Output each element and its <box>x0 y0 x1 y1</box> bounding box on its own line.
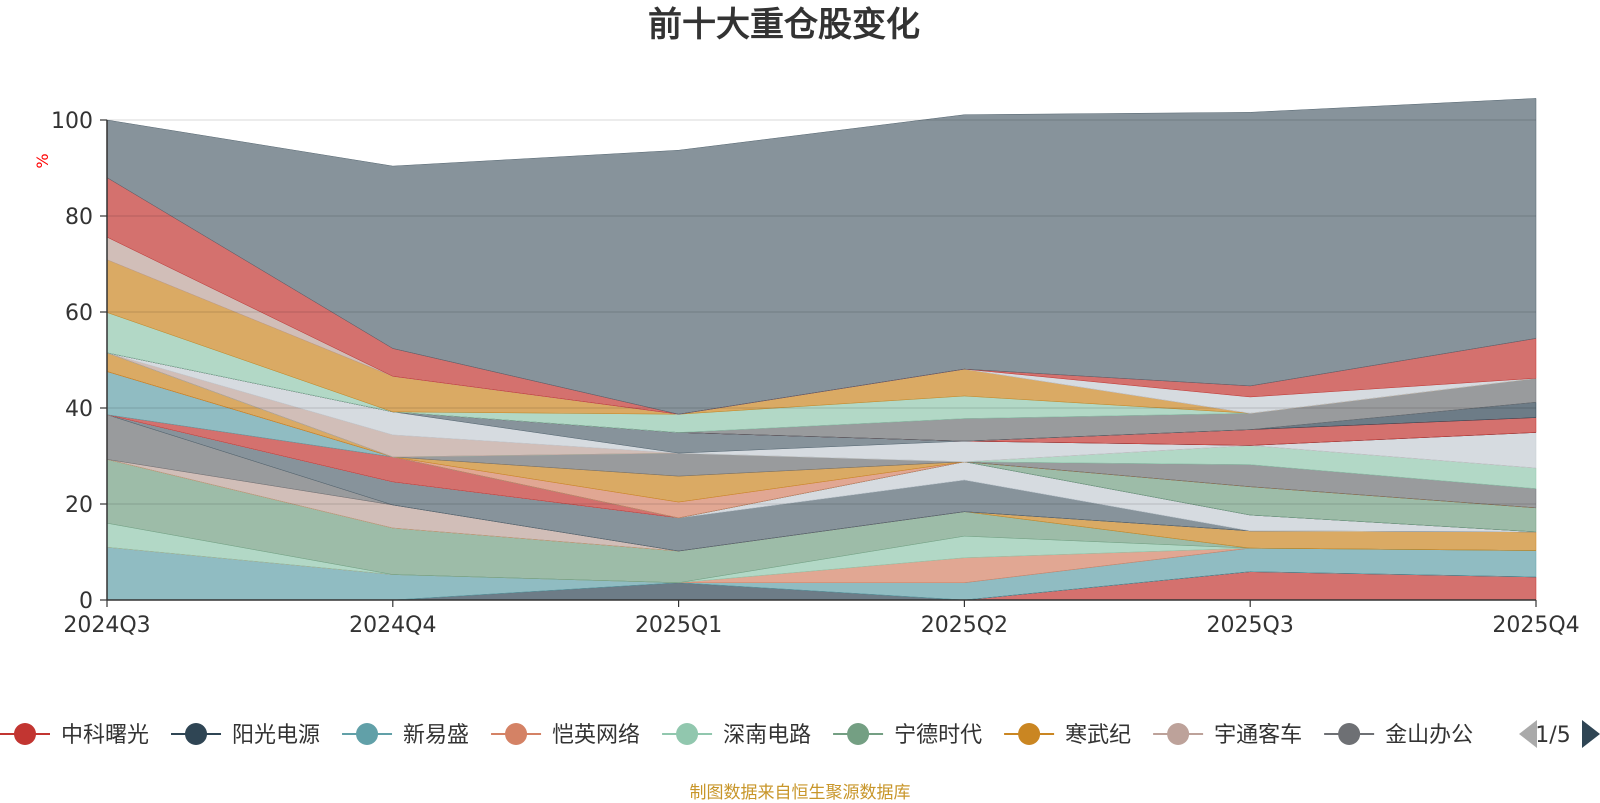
legend-item[interactable]: 寒武纪 <box>1004 723 1131 748</box>
legend-circle-marker <box>1338 723 1361 745</box>
legend-label: 阳光电源 <box>232 723 320 748</box>
legend-items: 中科曙光 阳光电源 新易盛 恺英网络 深南电路 宁德时代 寒武纪 宇通客车 金山办公 <box>0 723 1473 748</box>
legend-circle-marker <box>356 723 379 745</box>
legend-label: 寒武纪 <box>1065 723 1131 748</box>
legend-item[interactable]: 阳光电源 <box>171 723 320 748</box>
legend-circle-marker <box>1018 723 1041 745</box>
area-series-30 <box>106 98 1537 415</box>
grid-lines <box>107 119 1536 505</box>
legend-circle-marker <box>676 723 699 745</box>
legend-item[interactable]: 宇通客车 <box>1153 723 1302 748</box>
x-tick-label: 2025Q4 <box>1492 613 1579 638</box>
legend-label: 宁德时代 <box>894 723 982 748</box>
x-tick-label: 2025Q2 <box>921 613 1008 638</box>
legend-next-arrow-icon[interactable] <box>1582 720 1600 748</box>
legend-page-indicator: 1/5 <box>1535 723 1570 748</box>
axes: 0 20 40 60 80 100 2024Q3 2024Q4 2025Q1 2025Q2 2025… <box>51 109 1580 638</box>
legend-label: 新易盛 <box>403 723 469 748</box>
legend-label: 深南电路 <box>723 723 811 748</box>
y-tick-label: 60 <box>65 301 93 326</box>
y-tick-label: 80 <box>65 205 93 230</box>
legend-label: 中科曙光 <box>61 723 149 748</box>
legend-circle-marker <box>505 723 528 745</box>
legend-item[interactable]: 深南电路 <box>662 723 811 748</box>
x-tick-label: 2025Q3 <box>1207 613 1294 638</box>
legend-label: 金山办公 <box>1385 723 1473 748</box>
y-tick-label: 0 <box>79 589 93 614</box>
legend-circle-marker <box>1167 723 1190 745</box>
legend-item[interactable]: 恺英网络 <box>491 723 640 748</box>
data-source-note: 制图数据来自恒生聚源数据库 <box>689 783 911 803</box>
chart-title: 前十大重仓股变化 <box>648 5 920 45</box>
y-tick-label: 100 <box>51 109 93 134</box>
x-tick-label: 2024Q3 <box>63 613 150 638</box>
legend-item[interactable]: 新易盛 <box>342 723 469 748</box>
y-tick-label: 40 <box>65 397 93 422</box>
legend: 中科曙光 阳光电源 新易盛 恺英网络 深南电路 宁德时代 寒武纪 宇通客车 金山办公 1/5 <box>0 720 1600 748</box>
legend-item[interactable]: 中科曙光 <box>0 723 149 748</box>
legend-prev-arrow-icon[interactable] <box>1519 720 1537 748</box>
legend-label: 恺英网络 <box>552 723 640 748</box>
x-tick-label: 2025Q1 <box>635 613 722 638</box>
legend-circle-marker <box>185 723 208 745</box>
area-series-group <box>106 98 1537 601</box>
x-tick-label: 2024Q4 <box>349 613 436 638</box>
legend-item[interactable]: 宁德时代 <box>833 723 982 748</box>
legend-circle-marker <box>14 723 36 745</box>
legend-item[interactable]: 金山办公 <box>1324 723 1473 748</box>
legend-label: 宇通客车 <box>1214 723 1302 748</box>
legend-circle-marker <box>847 723 870 745</box>
y-tick-label: 20 <box>65 493 93 518</box>
y-axis-label: % <box>33 153 52 168</box>
